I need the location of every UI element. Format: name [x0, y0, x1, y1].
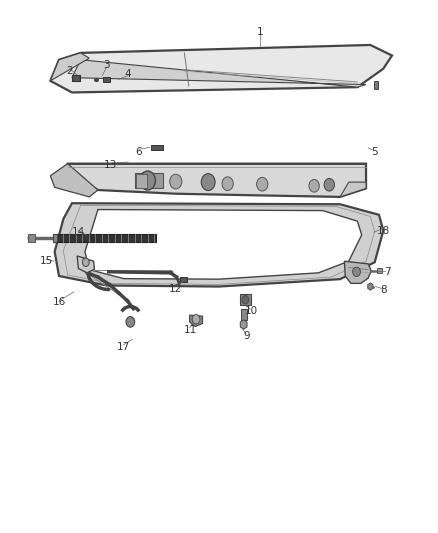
Text: 17: 17	[117, 342, 131, 352]
Text: 1: 1	[257, 27, 263, 37]
Bar	[377, 268, 382, 273]
Text: 6: 6	[136, 147, 142, 157]
Text: 13: 13	[104, 160, 117, 170]
Polygon shape	[77, 256, 95, 273]
Bar	[72, 75, 80, 81]
Bar	[240, 294, 251, 305]
Circle shape	[242, 295, 249, 304]
Polygon shape	[190, 315, 202, 327]
Text: 8: 8	[380, 285, 387, 295]
Text: 9: 9	[244, 331, 251, 341]
Bar	[151, 145, 163, 150]
Text: 10: 10	[245, 306, 258, 316]
Polygon shape	[55, 203, 383, 287]
Text: 16: 16	[53, 297, 66, 308]
Circle shape	[126, 317, 134, 327]
Bar	[374, 81, 378, 90]
Circle shape	[324, 179, 335, 191]
Polygon shape	[340, 182, 366, 197]
Circle shape	[353, 267, 360, 277]
Bar	[103, 77, 110, 82]
Text: 11: 11	[184, 325, 198, 335]
Polygon shape	[50, 53, 89, 81]
Circle shape	[192, 314, 200, 324]
Circle shape	[170, 174, 182, 189]
Circle shape	[309, 180, 319, 192]
Text: 4: 4	[125, 69, 131, 79]
Circle shape	[140, 171, 155, 190]
Bar	[53, 234, 57, 242]
Bar	[53, 234, 156, 242]
Bar	[136, 174, 147, 189]
Text: 5: 5	[371, 147, 378, 157]
Bar	[180, 277, 187, 282]
Polygon shape	[50, 45, 392, 92]
Circle shape	[82, 258, 89, 266]
Circle shape	[257, 177, 268, 191]
Text: 18: 18	[377, 225, 390, 236]
Text: 15: 15	[39, 256, 53, 266]
Polygon shape	[85, 209, 362, 279]
Polygon shape	[344, 261, 371, 284]
Bar	[28, 235, 35, 241]
Bar	[240, 309, 247, 320]
Text: 2: 2	[67, 66, 73, 76]
Text: 7: 7	[384, 267, 391, 277]
Circle shape	[201, 174, 215, 191]
Polygon shape	[50, 164, 98, 197]
Bar	[134, 173, 163, 189]
Text: 3: 3	[103, 60, 110, 70]
Text: 12: 12	[169, 284, 182, 294]
Text: 14: 14	[72, 227, 85, 237]
Polygon shape	[67, 164, 366, 197]
Polygon shape	[72, 60, 366, 87]
Circle shape	[222, 177, 233, 191]
